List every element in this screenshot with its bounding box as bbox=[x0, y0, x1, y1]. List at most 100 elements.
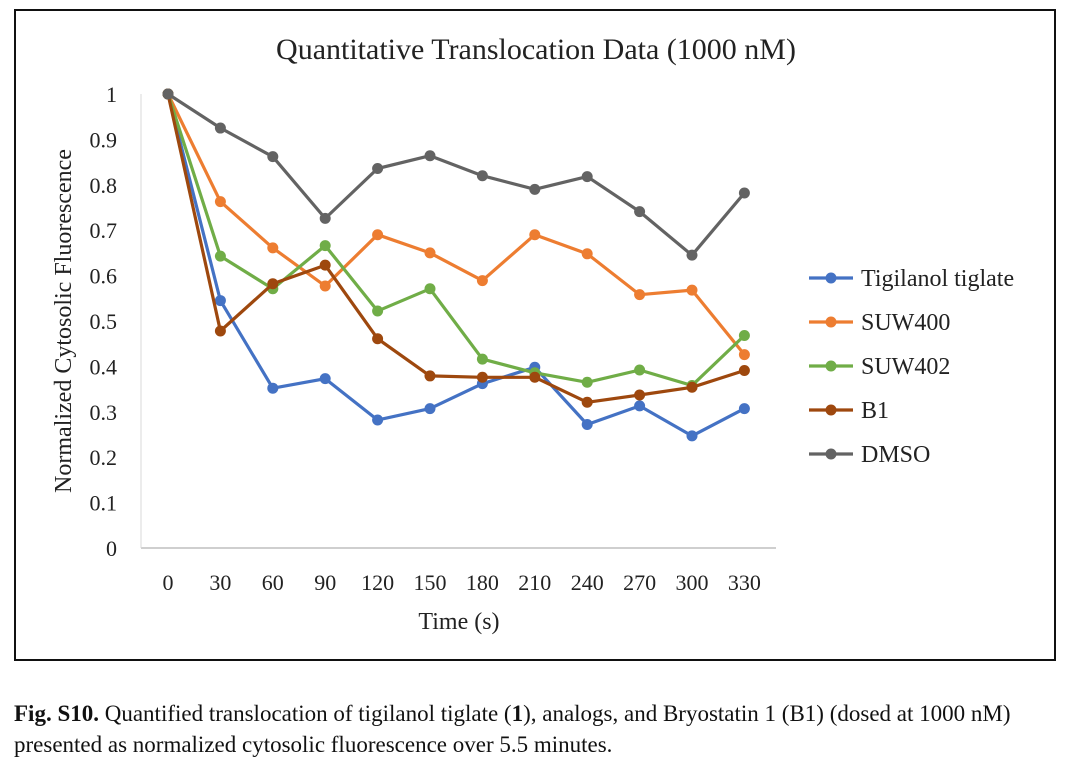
data-point bbox=[372, 162, 384, 174]
legend-label: B1 bbox=[861, 398, 889, 424]
data-point bbox=[319, 240, 331, 252]
data-point bbox=[581, 419, 593, 431]
data-point bbox=[424, 403, 436, 415]
series-group bbox=[162, 88, 750, 442]
legend: Tigilanol tiglate SUW400 SUW402 B1 DMSO bbox=[809, 266, 1014, 468]
data-point bbox=[372, 305, 384, 317]
data-point bbox=[214, 295, 226, 307]
x-tick-label: 0 bbox=[163, 570, 174, 595]
caption-text-before: Quantified translocation of tigilanol ti… bbox=[98, 701, 512, 726]
figure-caption: Fig. S10. Quantified translocation of ti… bbox=[14, 698, 1064, 760]
legend-label: SUW402 bbox=[861, 354, 950, 380]
data-point bbox=[372, 333, 384, 345]
line-chart: Quantitative Translocation Data (1000 nM… bbox=[51, 33, 1014, 635]
x-tick-label: 90 bbox=[314, 570, 336, 595]
legend-item: SUW402 bbox=[809, 354, 950, 380]
data-point bbox=[424, 150, 436, 162]
data-point bbox=[529, 183, 541, 195]
data-point bbox=[214, 196, 226, 208]
series-1 bbox=[162, 88, 750, 361]
y-tick-label: 0.4 bbox=[90, 354, 118, 379]
data-point bbox=[634, 289, 646, 301]
y-tick-label: 0.7 bbox=[90, 218, 118, 243]
data-point bbox=[476, 170, 488, 182]
legend-marker bbox=[825, 404, 837, 416]
series-3 bbox=[162, 88, 750, 408]
data-point bbox=[634, 206, 646, 218]
data-point bbox=[634, 389, 646, 401]
data-point bbox=[738, 403, 750, 415]
data-point bbox=[319, 373, 331, 385]
caption-compound-number: 1 bbox=[511, 701, 524, 726]
data-point bbox=[424, 370, 436, 382]
data-point bbox=[686, 284, 698, 296]
x-tick-labels: 0 30 60 90 120 150 180 210 240 270 300 330 bbox=[163, 570, 761, 595]
y-tick-labels: 0 0.1 0.2 0.3 0.4 0.5 0.6 0.7 0.8 0.9 1 bbox=[90, 82, 118, 561]
y-tick-label: 0.8 bbox=[90, 173, 118, 198]
caption-text-after: ), analogs, and Bryostatin 1 (B1) (dosed… bbox=[14, 701, 1011, 757]
y-tick-label: 0 bbox=[106, 536, 117, 561]
series-line bbox=[167, 92, 746, 257]
x-axis-title: Time (s) bbox=[418, 609, 499, 635]
data-point bbox=[581, 171, 593, 183]
legend-label: DMSO bbox=[861, 442, 930, 468]
legend-marker bbox=[825, 316, 837, 328]
data-point bbox=[267, 151, 279, 163]
data-point bbox=[476, 353, 488, 365]
y-tick-label: 0.9 bbox=[90, 127, 118, 152]
data-point bbox=[634, 400, 646, 412]
data-point bbox=[319, 280, 331, 292]
x-tick-label: 60 bbox=[262, 570, 284, 595]
y-tick-label: 0.1 bbox=[90, 491, 118, 516]
legend-label: SUW400 bbox=[861, 310, 950, 336]
series-line bbox=[166, 93, 746, 356]
data-point bbox=[476, 371, 488, 383]
data-point bbox=[738, 364, 750, 376]
x-tick-label: 330 bbox=[728, 570, 761, 595]
x-tick-label: 300 bbox=[676, 570, 709, 595]
series-4 bbox=[162, 88, 750, 261]
legend-marker bbox=[825, 360, 837, 372]
data-point bbox=[738, 330, 750, 342]
y-tick-label: 1 bbox=[106, 82, 117, 107]
x-tick-label: 270 bbox=[623, 570, 656, 595]
data-point bbox=[581, 248, 593, 260]
series-2 bbox=[162, 88, 750, 391]
y-tick-label: 0.6 bbox=[90, 264, 118, 289]
data-point bbox=[372, 229, 384, 241]
legend-marker bbox=[825, 272, 837, 284]
data-point bbox=[686, 381, 698, 393]
data-point bbox=[686, 430, 698, 442]
data-point bbox=[319, 259, 331, 271]
x-tick-label: 240 bbox=[571, 570, 604, 595]
data-point bbox=[529, 229, 541, 241]
data-point bbox=[738, 349, 750, 361]
series-0 bbox=[162, 88, 750, 442]
caption-label: Fig. S10. bbox=[14, 701, 99, 726]
data-point bbox=[581, 376, 593, 388]
data-point bbox=[214, 325, 226, 337]
data-point bbox=[529, 371, 541, 383]
y-tick-label: 0.2 bbox=[90, 445, 118, 470]
data-point bbox=[162, 88, 174, 100]
x-tick-label: 180 bbox=[466, 570, 499, 595]
series-line bbox=[166, 93, 746, 388]
data-point bbox=[267, 382, 279, 394]
data-point bbox=[267, 242, 279, 254]
y-tick-label: 0.5 bbox=[90, 309, 118, 334]
data-point bbox=[214, 250, 226, 262]
legend-item: DMSO bbox=[809, 442, 930, 468]
legend-item: B1 bbox=[809, 398, 889, 424]
y-tick-label: 0.3 bbox=[90, 400, 118, 425]
figure-frame: Quantitative Translocation Data (1000 nM… bbox=[14, 9, 1056, 661]
series-line bbox=[166, 93, 745, 404]
data-point bbox=[634, 364, 646, 376]
y-axis-title: Normalized Cytosolic Fluorescence bbox=[51, 149, 77, 493]
data-point bbox=[214, 122, 226, 134]
data-point bbox=[686, 249, 698, 261]
data-point bbox=[424, 283, 436, 295]
legend-item: Tigilanol tiglate bbox=[809, 266, 1014, 292]
series-line bbox=[166, 93, 746, 438]
legend-item: SUW400 bbox=[809, 310, 950, 336]
x-tick-label: 30 bbox=[209, 570, 231, 595]
